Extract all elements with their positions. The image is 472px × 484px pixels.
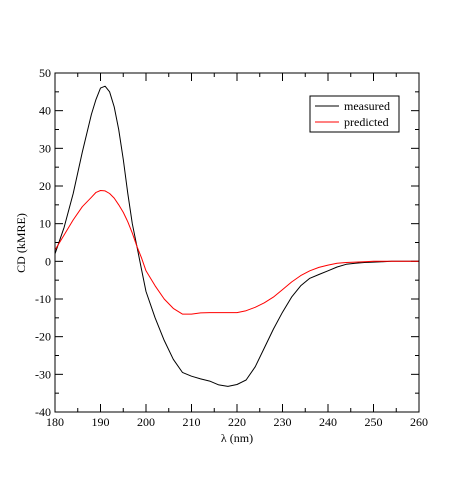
x-tick-label: 240 — [319, 415, 337, 429]
y-tick-label: 40 — [39, 104, 51, 118]
x-tick-label: 190 — [92, 415, 110, 429]
y-axis-label: CD (kMRE) — [14, 213, 28, 273]
y-tick-label: 30 — [39, 141, 51, 155]
y-tick-label: 20 — [39, 179, 51, 193]
y-tick-label: 10 — [39, 217, 51, 231]
y-tick-label: -30 — [35, 367, 51, 381]
plot-frame — [54, 72, 420, 413]
y-tick-label: -10 — [35, 292, 51, 306]
y-tick-label: 0 — [45, 254, 51, 268]
x-tick-label: 200 — [137, 415, 155, 429]
x-tick-label: 250 — [365, 415, 383, 429]
legend: measured predicted — [309, 95, 400, 133]
series-line-measured — [54, 85, 419, 387]
legend-box — [309, 95, 400, 133]
x-tick-label: 230 — [274, 415, 292, 429]
legend-label-predicted: predicted — [344, 115, 389, 129]
x-axis-label: λ (nm) — [221, 431, 253, 445]
legend-label-measured: measured — [344, 99, 390, 113]
x-tick-label: 180 — [46, 415, 64, 429]
x-tick-label: 220 — [228, 415, 246, 429]
x-tick-label: 260 — [410, 415, 428, 429]
y-tick-label: 50 — [39, 66, 51, 80]
y-tick-label: -40 — [35, 405, 51, 419]
series-line-predicted — [54, 190, 419, 315]
y-tick-label: -20 — [35, 330, 51, 344]
tick-labels: 180 190 200 210 220 230 240 250 260 -40 -30 -20 -10 0… — [35, 66, 428, 429]
x-tick-label: 210 — [183, 415, 201, 429]
series-layer — [54, 85, 419, 387]
